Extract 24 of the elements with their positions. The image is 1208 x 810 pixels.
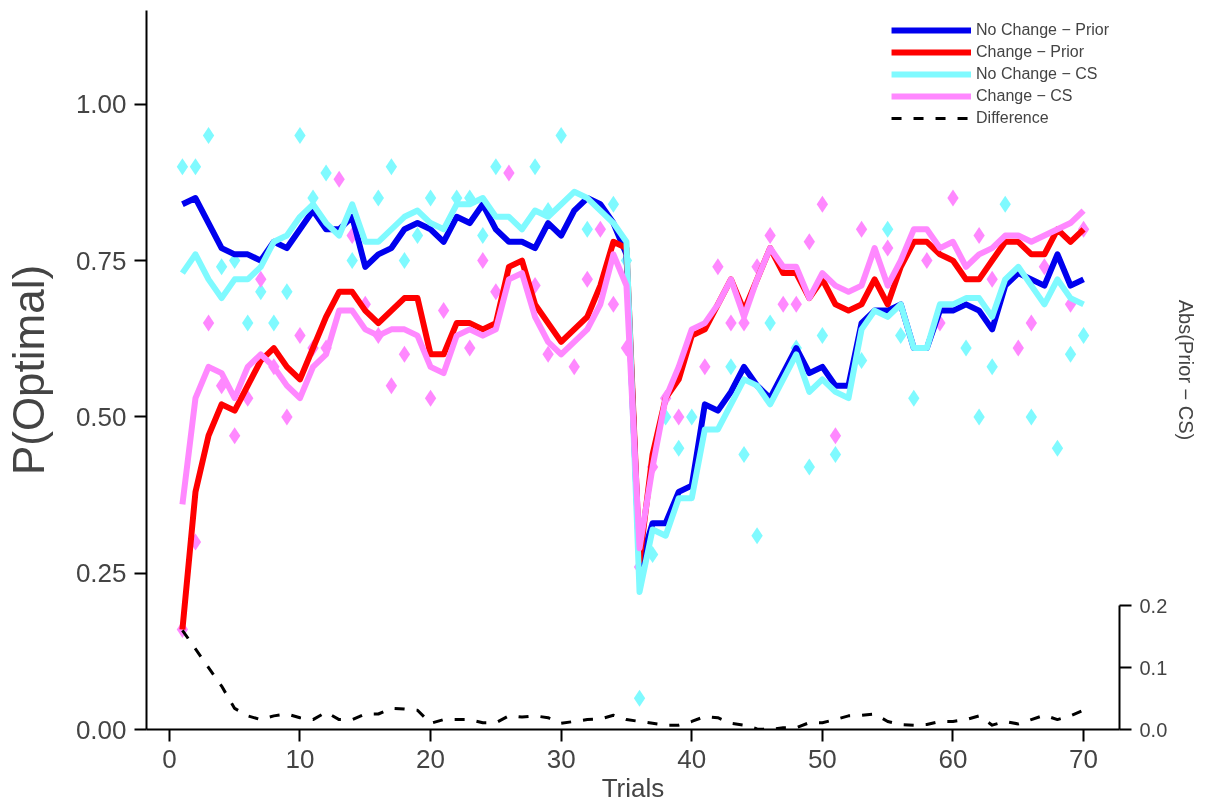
y-axis-title: P(Optimal) (3, 264, 53, 476)
y-tick-label: 0.50 (75, 401, 127, 432)
legend-label: No Change − Prior (976, 20, 1109, 40)
y2-axis-title: Abs(Prior − CS) (1175, 299, 1198, 441)
legend-label: Change − Prior (976, 42, 1085, 62)
y-tick-label: 1.00 (75, 89, 127, 120)
y2-tick-label: 0.0 (1139, 718, 1168, 741)
y2-tick-label: 0.1 (1139, 656, 1168, 679)
legend-label: Difference (976, 108, 1049, 128)
x-tick-label: 40 (677, 743, 707, 774)
x-tick-label: 0 (162, 743, 177, 774)
legend-label: Change − CS (976, 86, 1073, 106)
legend-label: No Change − CS (976, 64, 1098, 84)
y-tick-label: 0.25 (75, 558, 127, 589)
y-tick-label: 0.00 (75, 714, 127, 745)
x-tick-label: 20 (416, 743, 446, 774)
x-tick-label: 30 (546, 743, 576, 774)
y-tick-label: 0.75 (75, 245, 127, 276)
y2-tick-label: 0.2 (1139, 594, 1168, 617)
x-tick-label: 70 (1069, 743, 1099, 774)
x-axis-title: Trials (601, 772, 665, 803)
x-tick-label: 10 (285, 743, 315, 774)
x-tick-label: 60 (938, 743, 968, 774)
x-tick-label: 50 (807, 743, 837, 774)
